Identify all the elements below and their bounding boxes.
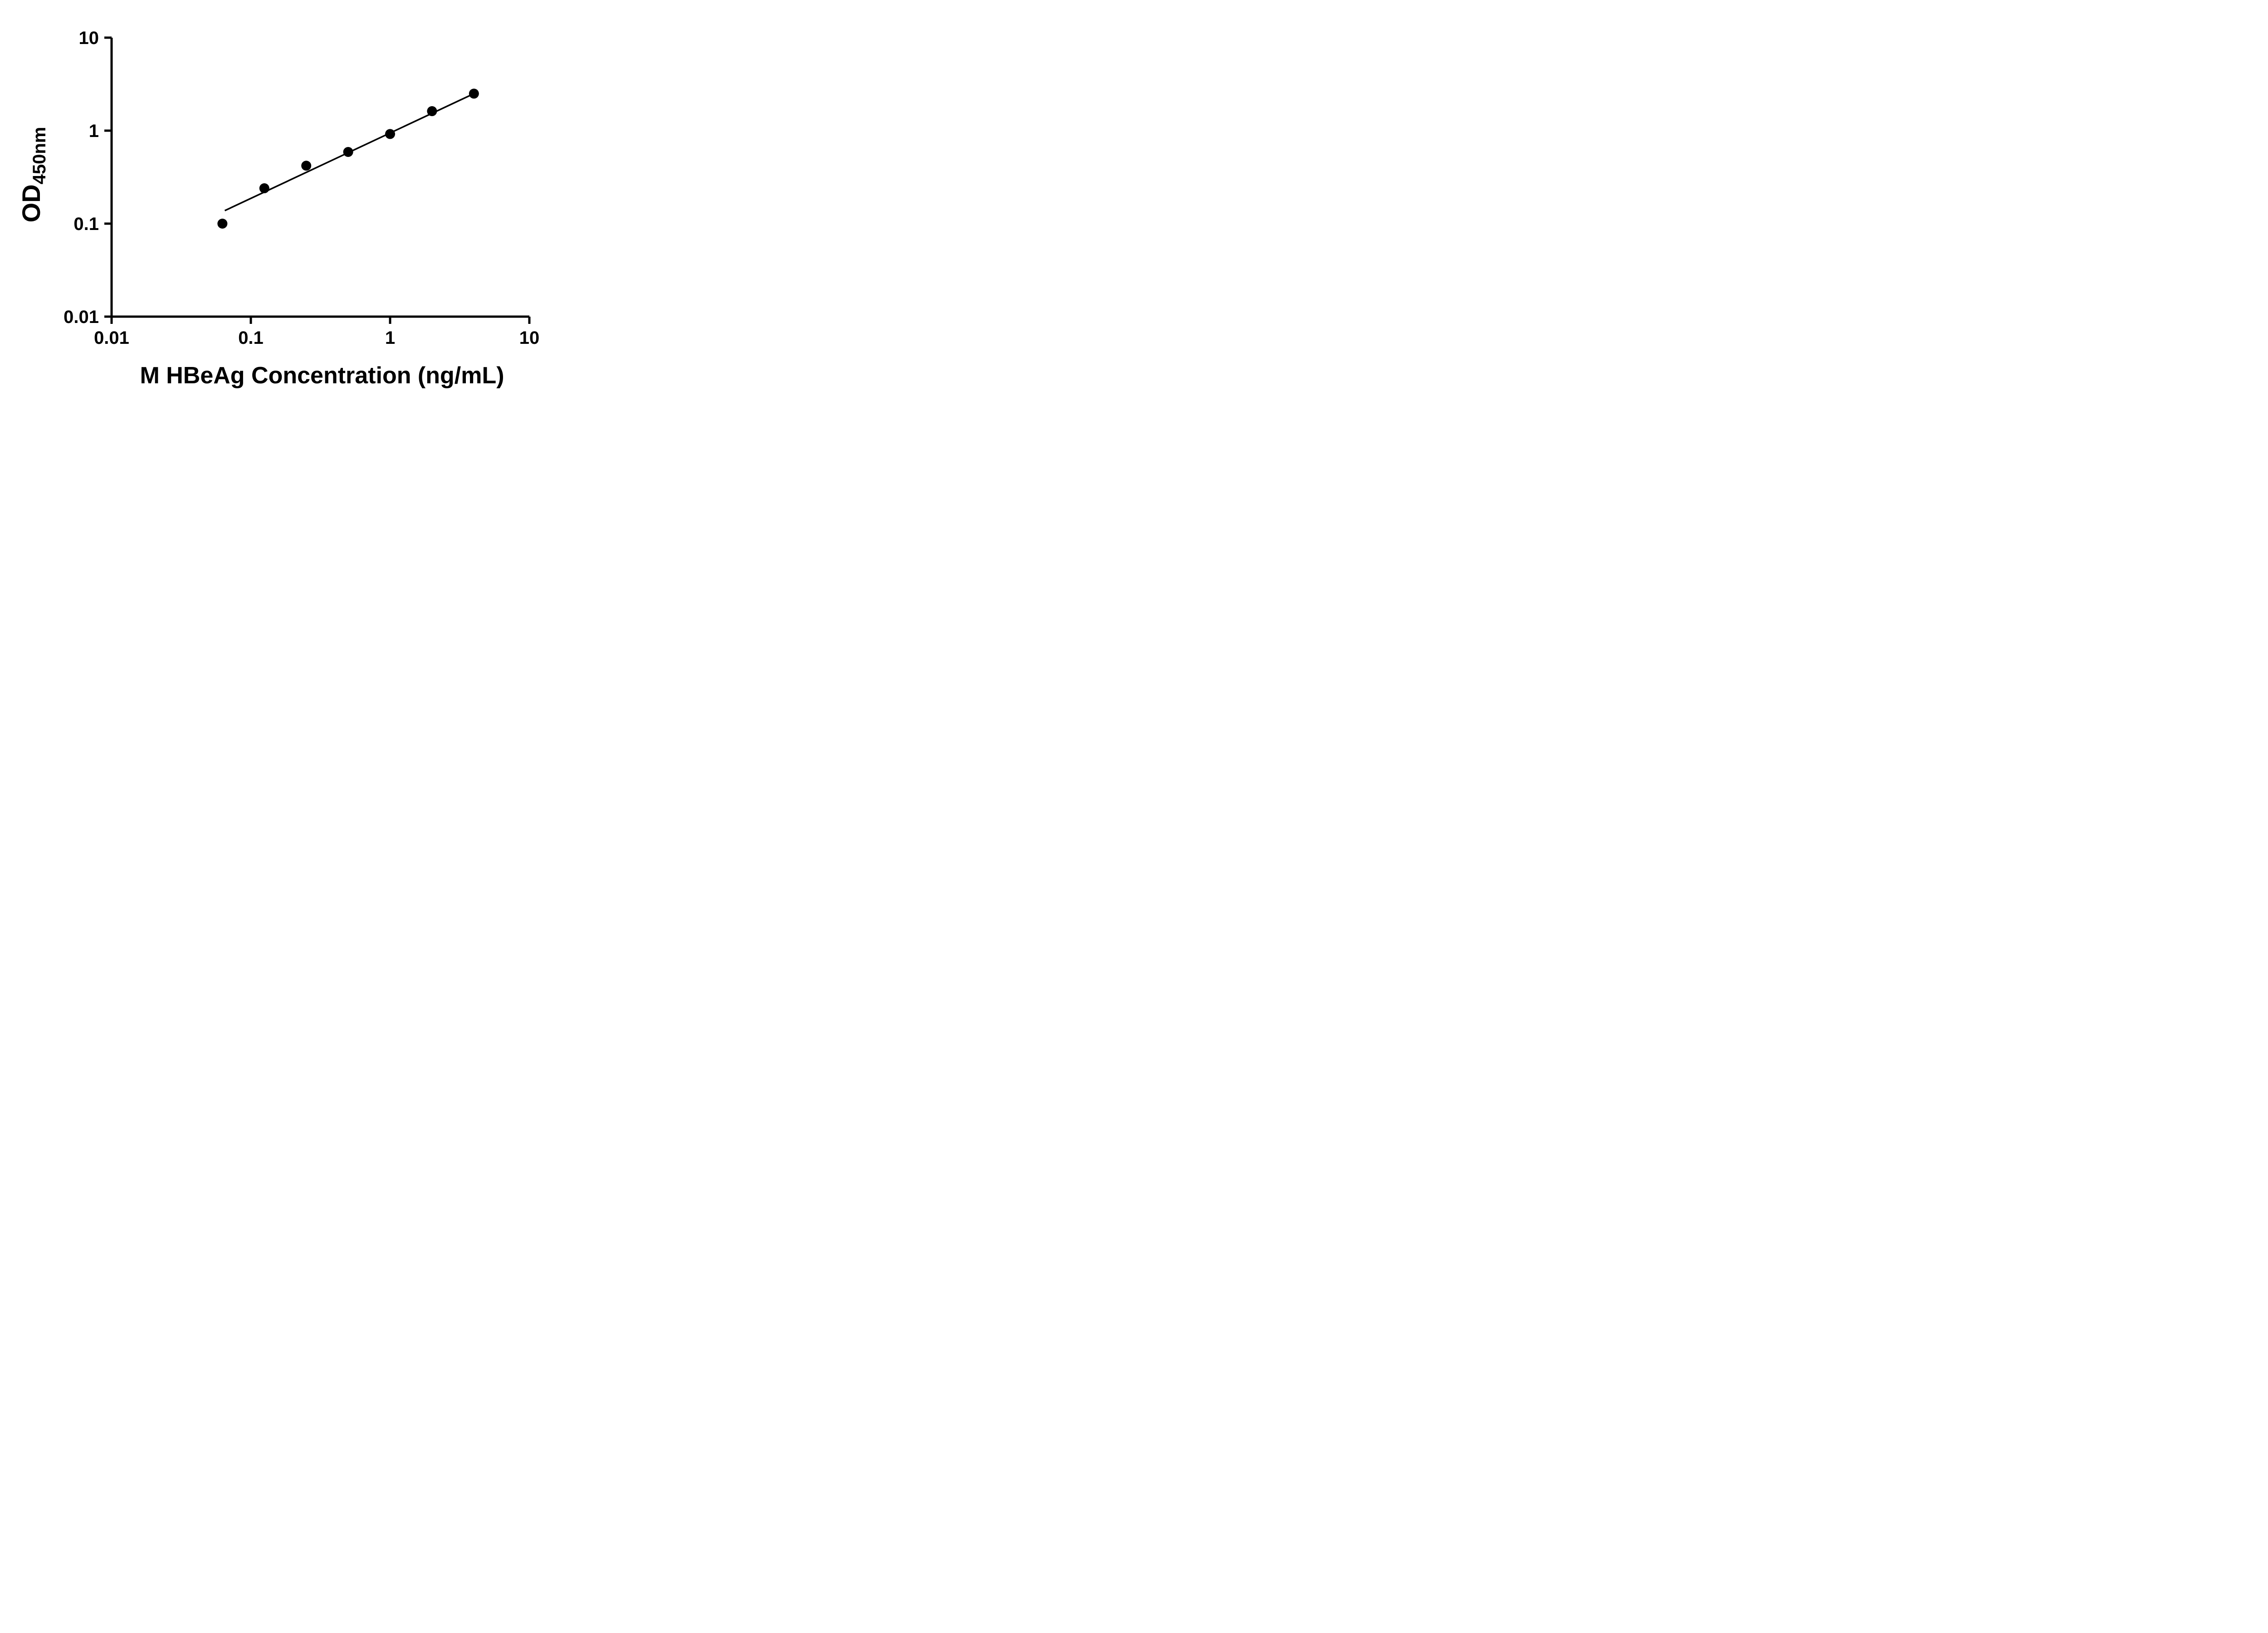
y-tick-label: 0.01 <box>64 307 99 327</box>
plot-layer: 0.01 0.1 1 10 0.01 0.1 1 10 <box>64 28 539 348</box>
x-tick-label: 10 <box>519 328 540 348</box>
x-axis-title: M HBeAg Concentration (ng/mL) <box>140 362 504 389</box>
y-tick-label: 10 <box>79 28 99 48</box>
data-point <box>343 147 353 157</box>
standard-curve-chart: 0.01 0.1 1 10 0.01 0.1 1 10 M HBeAg Concentrati… <box>17 28 539 389</box>
data-point <box>301 161 312 171</box>
x-tick-label: 0.1 <box>238 328 264 348</box>
data-point <box>427 106 437 117</box>
chart-figure: 0.01 0.1 1 10 0.01 0.1 1 10 M HBeAg Concentrati… <box>0 0 583 408</box>
axis-titles: M HBeAg Concentration (ng/mL) OD450nm <box>17 127 504 389</box>
y-tick-label: 0.1 <box>73 214 99 234</box>
data-point <box>217 219 228 229</box>
y-axis-title: OD450nm <box>17 127 49 223</box>
x-tick-label: 1 <box>385 328 395 348</box>
axes-lines <box>110 38 529 318</box>
data-point <box>259 183 269 194</box>
y-axis-title-subscript: 450nm <box>29 127 49 185</box>
y-tick-label: 1 <box>89 121 99 141</box>
x-tick-label: 0.01 <box>94 328 129 348</box>
y-axis-title-main: OD <box>17 184 45 222</box>
data-point <box>385 129 395 139</box>
data-point <box>469 88 479 99</box>
